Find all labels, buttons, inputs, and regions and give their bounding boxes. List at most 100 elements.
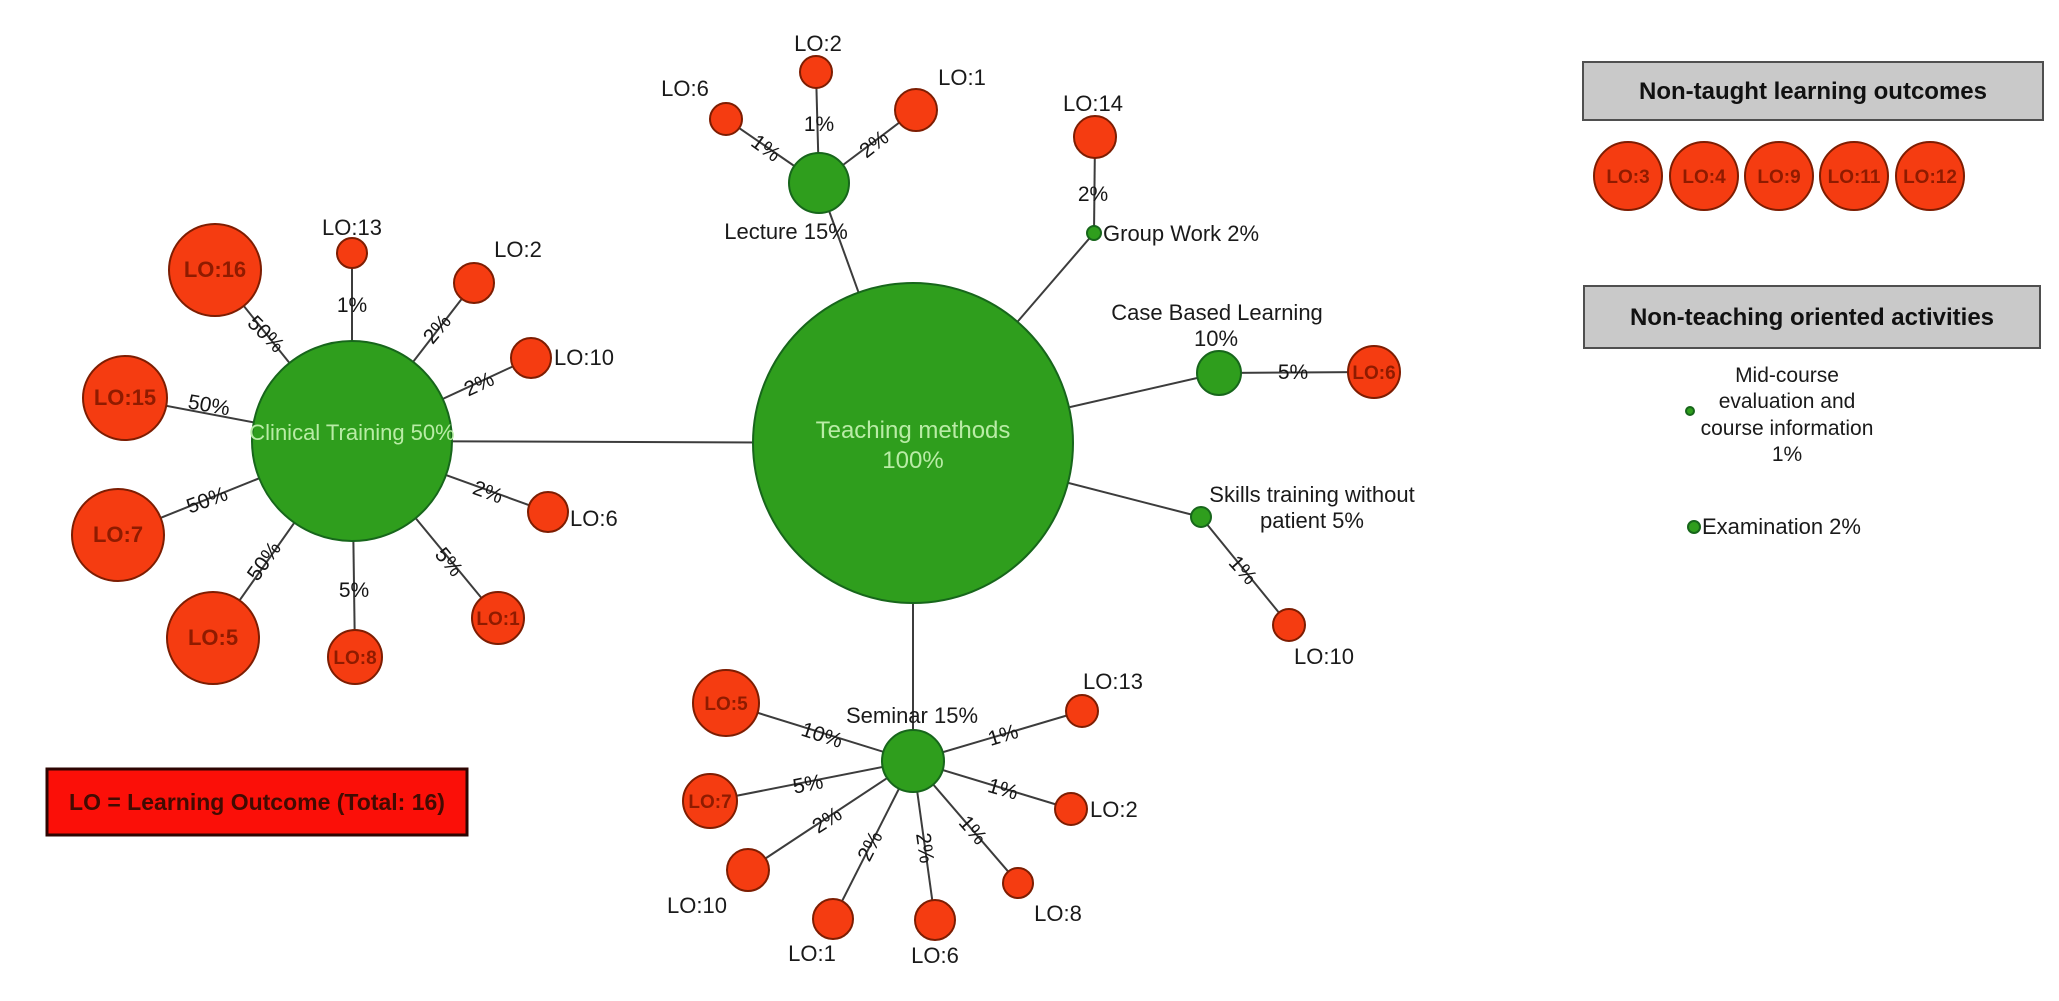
non-taught-lo9-label: LO:9 — [1757, 167, 1800, 188]
clinical-lo10-label: LO:10 — [554, 345, 614, 370]
pct-clinical-lo16: 50% — [243, 311, 289, 357]
skills-label-line2: patient 5% — [1260, 508, 1364, 533]
lecture-node — [788, 152, 850, 214]
skills-training-node — [1190, 506, 1212, 528]
skills-lo10-node — [1272, 608, 1306, 642]
clinical-lo8-node — [327, 629, 383, 685]
clinical-lo16-label: LO:16 — [184, 257, 246, 282]
clinical-lo5-node — [166, 591, 260, 685]
clinical-lo1-label: LO:1 — [476, 609, 520, 630]
lecture-lo6-node — [709, 102, 743, 136]
legend: LO = Learning Outcome (Total: 16) — [45, 767, 469, 837]
midcourse-label-line4: 1% — [1772, 443, 1802, 466]
non-taught-lo4-label: LO:4 — [1682, 167, 1726, 188]
clinical-lo1-node — [471, 591, 525, 645]
non-taught-lo3-label: LO:3 — [1606, 167, 1649, 188]
pct-clinical-lo13: 1% — [337, 294, 367, 317]
non-teaching-header-title: Non-teaching oriented activities — [1630, 304, 1994, 331]
group-work-node — [1086, 225, 1102, 241]
examination-label: Examination 2% — [1702, 514, 1861, 539]
clinical-training-node — [251, 340, 453, 542]
seminar-lo1-label: LO:1 — [788, 941, 836, 966]
seminar-lo13-node — [1065, 694, 1099, 728]
pct-seminar-lo8: 1% — [954, 811, 991, 849]
casebased-lo6-node — [1347, 345, 1401, 399]
teaching-methods-label-line2: 100% — [882, 447, 943, 474]
pct-clinical-lo8: 5% — [339, 579, 369, 602]
seminar-lo1-node — [812, 898, 854, 940]
hub-nodes — [251, 152, 1242, 793]
midcourse-label-line3: course information — [1701, 417, 1874, 440]
outcome-nodes — [71, 55, 1401, 941]
clinical-lo15-label: LO:15 — [94, 385, 156, 410]
seminar-lo5-node — [692, 669, 760, 737]
seminar-lo2-label: LO:2 — [1090, 797, 1138, 822]
non-taught-header-title: Non-taught learning outcomes — [1639, 78, 1987, 105]
legend-box — [45, 767, 469, 837]
pct-clinical-lo2: 2% — [419, 310, 456, 348]
midcourse-label-line1: Mid-course — [1735, 364, 1839, 387]
clinical-lo15-node — [82, 355, 168, 441]
pct-groupwork-lo14: 2% — [1078, 183, 1108, 206]
seminar-lo10-node — [726, 848, 770, 892]
skills-lo10-label: LO:10 — [1294, 644, 1354, 669]
seminar-label: Seminar 15% — [846, 703, 978, 728]
seminar-node — [881, 729, 945, 793]
skills-label-line1: Skills training without — [1209, 482, 1414, 507]
seminar-lo10-label: LO:10 — [667, 893, 727, 918]
lecture-lo6-label: LO:6 — [661, 76, 709, 101]
non-teaching-panel: Non-teaching oriented activities Mid-cou… — [1583, 285, 2041, 539]
pct-clinical-lo6: 2% — [470, 476, 506, 508]
pct-seminar-lo6: 2% — [911, 831, 938, 864]
non-taught-lo12-label: LO:12 — [1903, 167, 1957, 188]
teaching-methods-node — [752, 282, 1074, 604]
group-work-label: Group Work 2% — [1103, 221, 1259, 246]
case-based-label-line2: 10% — [1194, 326, 1238, 351]
pct-seminar-lo5: 10% — [798, 718, 845, 753]
examination-node — [1687, 520, 1701, 534]
case-based-learning-node — [1196, 350, 1242, 396]
clinical-lo7-node — [71, 488, 165, 582]
pct-clinical-lo10: 2% — [461, 368, 498, 402]
non-taught-lo9-node — [1744, 141, 1814, 211]
midcourse-node — [1685, 406, 1695, 416]
clinical-lo6-label: LO:6 — [570, 506, 618, 531]
legend-label: LO = Learning Outcome (Total: 16) — [69, 789, 445, 815]
non-taught-header-box — [1582, 61, 2044, 121]
non-taught-lo11-label: LO:11 — [1828, 167, 1881, 188]
seminar-lo5-label: LO:5 — [704, 694, 748, 715]
non-taught-lo3-node — [1593, 141, 1663, 211]
seminar-lo6-node — [914, 899, 956, 941]
pct-seminar-lo13: 1% — [985, 720, 1021, 751]
lecture-lo1-label: LO:1 — [938, 65, 986, 90]
seminar-lo2-node — [1054, 792, 1088, 826]
pct-seminar-lo7: 5% — [791, 770, 825, 798]
pct-lecture-lo2: 1% — [804, 113, 834, 136]
non-teaching-header-box — [1583, 285, 2041, 349]
pct-clinical-lo1: 5% — [430, 543, 467, 581]
clinical-lo5-label: LO:5 — [188, 625, 238, 650]
pct-clinical-lo15: 50% — [186, 391, 231, 421]
clinical-training-label: Clinical Training 50% — [249, 420, 454, 445]
non-taught-lo11-node — [1819, 141, 1889, 211]
lecture-lo2-label: LO:2 — [794, 31, 842, 56]
seminar-lo6-label: LO:6 — [911, 943, 959, 968]
non-taught-lo4-node — [1669, 141, 1739, 211]
pct-lecture-lo6: 1% — [747, 130, 785, 166]
clinical-lo2-label: LO:2 — [494, 237, 542, 262]
teaching-methods-label-line1: Teaching methods — [816, 417, 1011, 444]
groupwork-lo14-node — [1073, 115, 1117, 159]
outcome-labels: LO:16 LO:15 LO:7 LO:5 LO:8 LO:1 LO:13 LO… — [93, 31, 1396, 968]
edge-skills-lo10 — [1200, 516, 1290, 626]
non-taught-panel: Non-taught learning outcomes LO:3 LO:4 L… — [1582, 61, 2044, 211]
seminar-lo13-label: LO:13 — [1083, 669, 1143, 694]
seminar-lo8-label: LO:8 — [1034, 901, 1082, 926]
clinical-lo8-label: LO:8 — [333, 648, 376, 669]
edge-seminar-lo7 — [709, 760, 914, 802]
edge-seminar-lo10 — [747, 760, 914, 871]
clinical-lo6-node — [527, 491, 569, 533]
pct-casebased-lo6: 5% — [1278, 361, 1308, 384]
seminar-lo7-label: LO:7 — [688, 792, 731, 813]
clinical-lo13-node — [336, 237, 368, 269]
